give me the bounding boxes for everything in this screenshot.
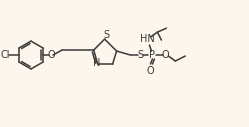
Text: P: P [149, 50, 155, 60]
Text: O: O [47, 50, 55, 60]
Text: HN: HN [140, 34, 155, 44]
Text: O: O [147, 66, 154, 76]
Text: N: N [93, 58, 100, 68]
Text: Cl: Cl [0, 50, 10, 60]
Text: O: O [162, 50, 169, 60]
Text: S: S [104, 30, 110, 40]
Text: S: S [137, 50, 144, 60]
